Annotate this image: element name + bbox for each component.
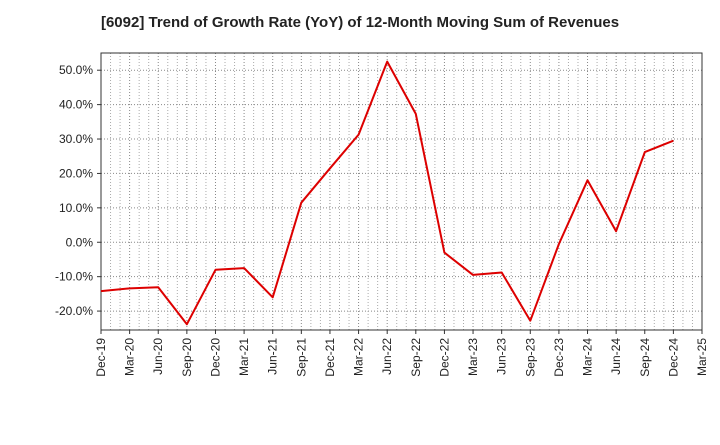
x-tick-label: Dec-23 [552,338,566,377]
y-tick-label: 40.0% [59,98,93,112]
x-axis-ticks: Dec-19 Mar-20 Jun-20 Sep-20 Dec-20 Mar-21 Jun-… [94,330,709,377]
x-tick-label: Dec-21 [323,338,337,377]
x-tick-label: Dec-22 [437,338,451,377]
y-tick-label: -20.0% [55,304,93,318]
x-tick-label: Sep-21 [294,338,308,377]
x-tick-label: Jun-21 [266,338,280,375]
x-tick-label: Mar-21 [237,338,251,376]
grid-lines [101,53,702,330]
x-tick-label: Mar-22 [352,338,366,376]
x-tick-label: Mar-24 [581,338,595,376]
y-tick-label: 30.0% [59,132,93,146]
x-tick-label: Jun-20 [151,338,165,375]
x-tick-label: Jun-22 [380,338,394,375]
y-tick-label: 0.0% [66,235,94,249]
x-tick-label: Mar-25 [695,338,709,376]
plot-frame [100,52,703,331]
y-tick-label: 20.0% [59,166,93,180]
x-tick-label: Dec-20 [208,338,222,377]
x-tick-label: Mar-23 [466,338,480,376]
chart-title: [6092] Trend of Growth Rate (YoY) of 12-… [100,14,620,31]
x-tick-label: Sep-20 [180,338,194,377]
x-tick-label: Dec-19 [94,338,108,377]
x-tick-label: Jun-24 [609,338,623,375]
x-tick-label: Sep-23 [523,338,537,377]
y-tick-label: -10.0% [55,270,93,284]
series-line [100,60,674,326]
x-tick-label: Jun-23 [495,338,509,375]
x-tick-label: Sep-24 [638,338,652,377]
y-tick-label: 50.0% [59,63,93,77]
y-axis-ticks: 50.0% 40.0% 30.0% 20.0% 10.0% 0.0% -10.0% -20.0… [55,63,101,318]
x-tick-label: Dec-24 [666,338,680,377]
y-tick-label: 10.0% [59,201,93,215]
x-tick-label: Mar-20 [123,338,137,376]
x-tick-label: Sep-22 [409,338,423,377]
series-layer [100,60,674,326]
